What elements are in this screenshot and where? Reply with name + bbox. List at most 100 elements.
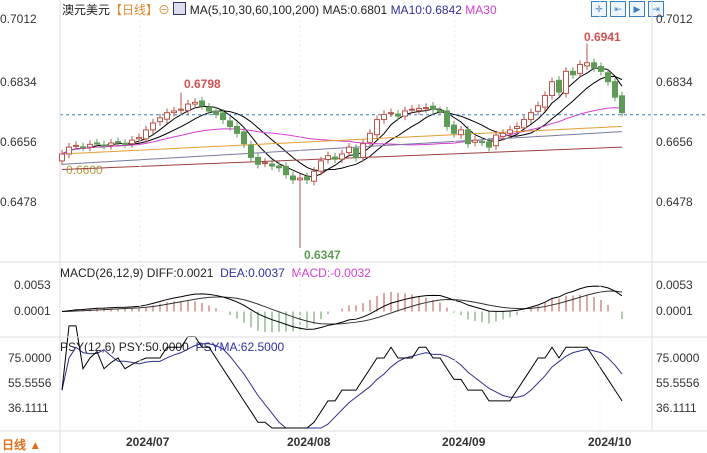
psy-axis-left-1: 55.5556 — [8, 376, 52, 390]
candle-body — [115, 141, 121, 144]
candle-body — [339, 153, 345, 160]
candle-body — [598, 66, 604, 72]
candle-body — [325, 155, 331, 161]
period-button[interactable]: 日线 ▲ — [2, 438, 42, 452]
candle-body — [563, 70, 569, 94]
psy-value: PSY:50.0000 — [118, 340, 189, 354]
candlestick — [136, 133, 142, 143]
candlestick — [577, 60, 583, 78]
candle-body — [493, 134, 499, 147]
candle-body — [591, 62, 597, 69]
zoom-range-icon[interactable]: ⇤ — [610, 1, 626, 17]
candle-body — [437, 110, 443, 113]
candle-body — [500, 132, 506, 137]
candle-body — [283, 165, 289, 176]
candle-body — [542, 94, 548, 108]
candle-body — [248, 144, 254, 158]
candle-body — [213, 110, 219, 115]
period-label[interactable]: 【日线】 — [110, 3, 159, 17]
candle-body — [192, 101, 198, 105]
candlestick — [332, 152, 338, 164]
candlestick — [605, 68, 611, 86]
candle-body — [521, 119, 527, 129]
candle-body — [346, 146, 352, 154]
candlestick — [220, 108, 226, 124]
candlestick — [612, 77, 618, 102]
candlestick — [591, 58, 597, 73]
candle-body — [276, 165, 282, 169]
candlestick — [325, 151, 331, 164]
ma-chart-icon[interactable] — [173, 2, 187, 15]
candlestick — [556, 76, 562, 97]
date-label-oct: 2024/10 — [588, 435, 632, 449]
candlestick — [304, 172, 310, 184]
macd-diff-line — [61, 285, 623, 330]
candlestick — [94, 138, 100, 148]
candlestick — [59, 149, 65, 166]
candle-body — [374, 119, 380, 136]
candlestick — [206, 103, 212, 116]
candle-body — [101, 144, 107, 147]
macd-value: MACD:-0.0032 — [291, 266, 371, 280]
macd-axis-right-1: 0.0001 — [656, 304, 693, 318]
step-forward-icon[interactable]: ▶ — [629, 1, 645, 17]
zoom-out-icon[interactable]: ⊖ — [158, 3, 171, 17]
candlestick — [472, 136, 478, 147]
candlestick — [416, 104, 422, 115]
candle-body — [458, 129, 464, 136]
candle-body — [129, 139, 135, 145]
candlestick — [122, 139, 128, 148]
candle-body — [108, 142, 114, 146]
candle-body — [381, 113, 387, 121]
candlestick — [514, 122, 520, 133]
candle-body — [472, 139, 478, 143]
candlestick — [87, 140, 93, 152]
price-axis-left-1: 0.6834 — [0, 75, 37, 89]
crosshair-icon[interactable]: ✛ — [591, 1, 607, 17]
candlestick — [311, 167, 317, 186]
candlestick — [290, 171, 296, 184]
candlestick — [164, 108, 170, 124]
candle-body — [143, 129, 149, 140]
date-label-aug: 2024/08 — [287, 435, 331, 449]
candlestick — [171, 106, 177, 117]
candle-body — [206, 106, 212, 112]
candle-body — [59, 153, 65, 162]
candlestick — [80, 142, 86, 152]
candlestick — [528, 108, 534, 124]
psy-axis-left-0: 75.0000 — [8, 351, 52, 365]
candlestick — [486, 137, 492, 152]
candlestick — [157, 113, 163, 126]
ma60-line — [61, 125, 623, 155]
candlestick — [423, 103, 429, 113]
ma30-line — [61, 107, 623, 155]
candlestick — [521, 115, 527, 132]
candle-body — [353, 147, 359, 158]
low-annotation: 0.6347 — [304, 248, 341, 262]
candle-body — [612, 81, 618, 98]
candle-body — [255, 156, 261, 165]
candle-body — [73, 144, 79, 147]
candle-body — [269, 163, 275, 167]
candle-body — [409, 108, 415, 111]
candle-body — [556, 79, 562, 93]
candle-body — [605, 72, 611, 83]
candlestick — [255, 153, 261, 169]
candle-body — [304, 176, 310, 181]
chart-title: 澳元美元【日线】⊖ MA(5,10,30,60,100,200) MA5:0.6… — [62, 1, 497, 18]
candlestick — [150, 118, 156, 135]
candle-body — [619, 95, 625, 114]
candle-body — [94, 142, 100, 145]
candlestick — [115, 137, 121, 147]
ma-label: MA(5,10,30,60,100,200) — [189, 3, 320, 17]
candle-body — [234, 125, 240, 134]
candlestick — [346, 142, 352, 157]
candle-body — [514, 125, 520, 130]
macd-diff: DIFF:0.0021 — [146, 266, 214, 280]
price-axis-right-3: 0.6478 — [656, 195, 693, 209]
candlestick — [269, 159, 275, 171]
candle-body — [584, 62, 590, 67]
candle-body — [577, 63, 583, 74]
price-axis-left-3: 0.6478 — [0, 195, 37, 209]
